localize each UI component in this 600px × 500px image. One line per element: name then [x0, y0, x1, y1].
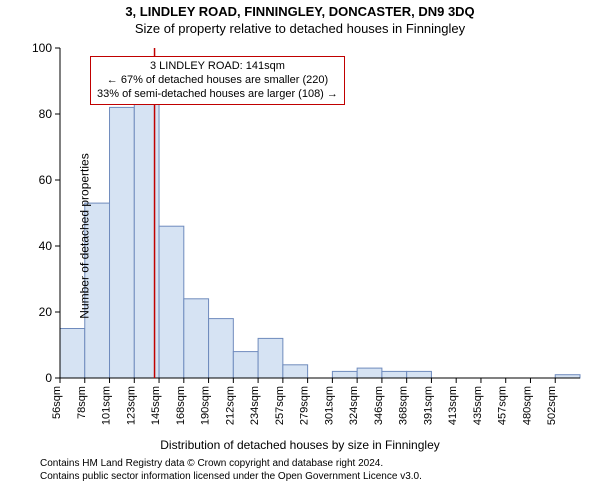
y-tick-label: 100 — [32, 41, 52, 55]
annotation-box: 3 LINDLEY ROAD: 141sqm ← 67% of detached… — [90, 56, 345, 105]
x-tick-label: 368sqm — [398, 386, 410, 425]
title-main: 3, LINDLEY ROAD, FINNINGLEY, DONCASTER, … — [0, 4, 600, 19]
x-tick-label: 212sqm — [224, 386, 236, 425]
histogram-bar — [159, 226, 184, 378]
histogram-bar — [382, 371, 407, 378]
y-axis-label: Number of detached properties — [78, 153, 92, 318]
x-tick-label: 435sqm — [472, 386, 484, 425]
histogram-bar — [134, 104, 159, 378]
histogram-bar — [110, 107, 135, 378]
y-tick-label: 0 — [45, 371, 52, 385]
title-block: 3, LINDLEY ROAD, FINNINGLEY, DONCASTER, … — [0, 0, 600, 36]
x-tick-label: 190sqm — [200, 386, 212, 425]
histogram-bar — [184, 299, 209, 378]
x-tick-label: 279sqm — [299, 386, 311, 425]
y-tick-label: 60 — [39, 173, 53, 187]
annotation-title: 3 LINDLEY ROAD: 141sqm — [97, 60, 338, 74]
attribution: Contains HM Land Registry data © Crown c… — [0, 452, 600, 487]
x-tick-label: 502sqm — [546, 386, 558, 425]
attribution-line-1: Contains HM Land Registry data © Crown c… — [40, 458, 560, 471]
histogram-bar — [233, 352, 258, 378]
x-tick-label: 101sqm — [101, 386, 113, 425]
attribution-line-2: Contains public sector information licen… — [40, 471, 560, 484]
histogram-bar — [209, 319, 234, 378]
x-tick-label: 78sqm — [76, 386, 88, 419]
x-tick-label: 457sqm — [497, 386, 509, 425]
x-tick-label: 123sqm — [125, 386, 137, 425]
x-tick-label: 145sqm — [150, 386, 162, 425]
y-tick-label: 80 — [39, 107, 53, 121]
annotation-line-smaller: ← 67% of detached houses are smaller (22… — [97, 74, 338, 88]
x-tick-label: 234sqm — [249, 386, 261, 425]
x-tick-label: 257sqm — [274, 386, 286, 425]
x-axis-label: Distribution of detached houses by size … — [0, 438, 600, 452]
annotation-line-larger: 33% of semi-detached houses are larger (… — [97, 88, 338, 102]
title-sub: Size of property relative to detached ho… — [0, 21, 600, 36]
histogram-bar — [407, 371, 432, 378]
y-tick-label: 20 — [39, 305, 53, 319]
histogram-bar — [60, 329, 85, 379]
x-tick-label: 413sqm — [447, 386, 459, 425]
x-tick-label: 168sqm — [175, 386, 187, 425]
histogram-bar — [258, 338, 283, 378]
histogram-bar — [332, 371, 357, 378]
chart-container: Number of detached properties 0 20 40 60 80 1… — [0, 36, 600, 436]
x-tick-label: 56sqm — [51, 386, 63, 419]
histogram-bar — [357, 368, 382, 378]
x-tick-label: 391sqm — [422, 386, 434, 425]
x-tick-label: 324sqm — [348, 386, 360, 425]
x-tick-label: 480sqm — [521, 386, 533, 425]
histogram-bar — [283, 365, 308, 378]
y-tick-label: 40 — [39, 239, 53, 253]
x-tick-label: 301sqm — [323, 386, 335, 425]
x-tick-label: 346sqm — [373, 386, 385, 425]
